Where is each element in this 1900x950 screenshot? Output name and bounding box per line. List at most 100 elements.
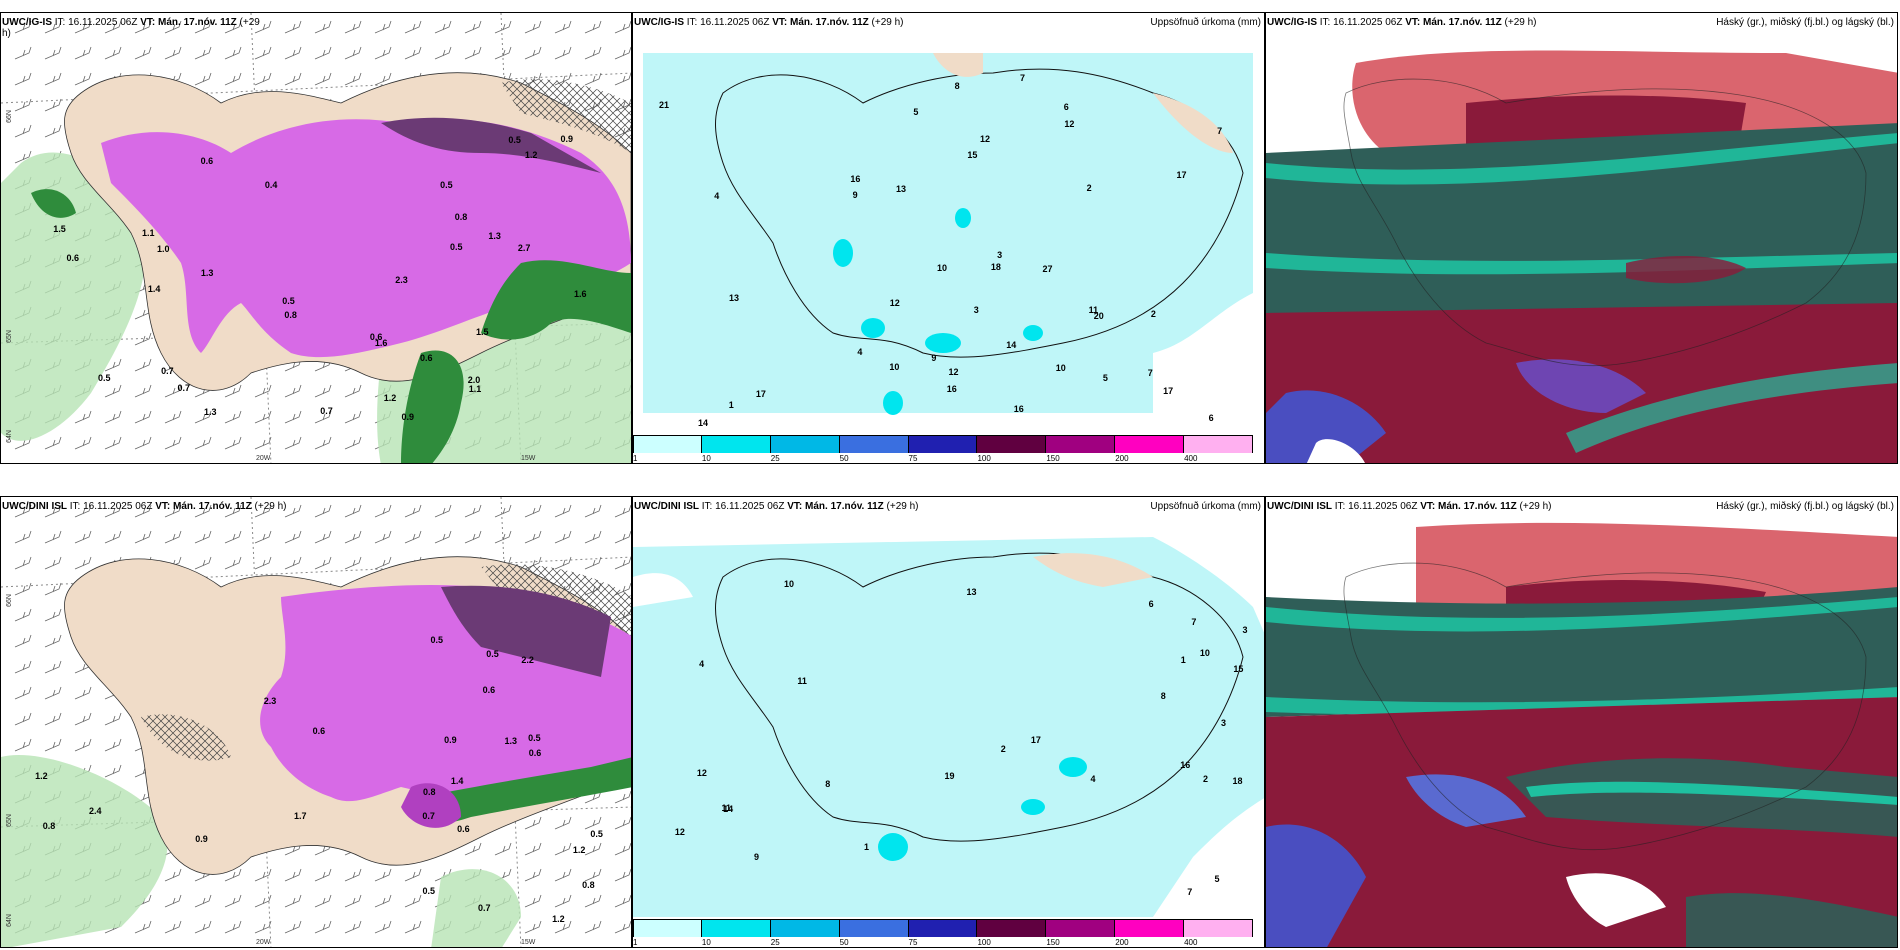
wind-barb bbox=[104, 20, 122, 34]
wind-barb bbox=[44, 124, 62, 138]
colorbar-tick-label: 1 bbox=[633, 454, 638, 463]
value-label: 1.4 bbox=[450, 776, 464, 787]
wind-barb bbox=[434, 504, 452, 518]
wind-barb bbox=[254, 894, 272, 908]
value-label: 0.6 bbox=[420, 352, 433, 363]
value-label: 1 bbox=[728, 399, 734, 410]
value-label: 21 bbox=[659, 100, 670, 111]
wind-barb bbox=[524, 842, 542, 856]
wind-barb bbox=[374, 20, 392, 34]
wind-barb bbox=[284, 46, 302, 60]
wind-barb bbox=[14, 150, 32, 164]
wind-barb bbox=[434, 530, 452, 544]
colorbar-tick-label: 1 bbox=[633, 938, 638, 947]
value-label: 9 bbox=[753, 852, 759, 863]
wind-barb bbox=[584, 842, 602, 856]
value-label: 1.7 bbox=[293, 810, 307, 821]
wind-barb bbox=[494, 504, 512, 518]
wind-barb bbox=[44, 582, 62, 596]
value-label: 7 bbox=[1019, 73, 1025, 84]
row2-mid-title: UWC/DINI ISL IT: 16.11.2025 06Z VT: Mán.… bbox=[634, 501, 919, 512]
wind-barb bbox=[254, 410, 272, 424]
colorbar-tick-label: 400 bbox=[1184, 454, 1198, 463]
wind-barb bbox=[284, 868, 302, 882]
wind-barb bbox=[434, 46, 452, 60]
lon-15w: 15W bbox=[521, 939, 536, 946]
wind-barb bbox=[14, 530, 32, 544]
wind-barb bbox=[254, 72, 272, 86]
colorbar-tick-label: 50 bbox=[839, 938, 849, 947]
value-label: 0.5 bbox=[430, 635, 443, 646]
row2-left-panel: UWC/DINI ISL IT: 16.11.2025 06Z VT: Mán.… bbox=[0, 496, 632, 948]
row1-right-variable-title: Háský (gr.), miðský (fj.bl.) og lágský (… bbox=[1716, 17, 1894, 28]
wind-barb bbox=[104, 504, 122, 518]
value-label: 0.9 bbox=[560, 134, 574, 145]
value-label: 0.4 bbox=[264, 179, 278, 190]
value-label: 1.5 bbox=[475, 326, 489, 337]
wind-barb bbox=[344, 436, 362, 450]
wind-barb bbox=[284, 72, 302, 86]
wind-barb bbox=[14, 46, 32, 60]
value-label: 4 bbox=[1090, 773, 1096, 784]
value-label: 10 bbox=[1055, 363, 1066, 374]
row1-right-panel: UWC/IG-IS IT: 16.11.2025 06Z VT: Mán. 17… bbox=[1265, 12, 1898, 464]
wind-barb bbox=[44, 634, 62, 648]
wind-barb bbox=[314, 920, 332, 934]
wind-barb bbox=[374, 868, 392, 882]
wind-barb bbox=[44, 504, 62, 518]
lon-20w: 20W bbox=[256, 939, 271, 946]
row2-right-variable-title: Háský (gr.), miðský (fj.bl.) og lágský (… bbox=[1716, 501, 1894, 512]
wind-barb bbox=[584, 504, 602, 518]
wind-barb bbox=[164, 920, 182, 934]
row1-left-panel: UWC/IG-IS IT: 16.11.2025 06Z VT: Mán. 17… bbox=[0, 12, 632, 464]
wind-barb bbox=[104, 712, 122, 726]
value-label: 5 bbox=[1102, 373, 1108, 384]
colorbar-tick-label: 10 bbox=[701, 938, 711, 947]
value-label: 19 bbox=[944, 770, 955, 781]
wind-barb bbox=[254, 436, 272, 450]
wind-barb bbox=[44, 20, 62, 34]
wind-barb bbox=[44, 72, 62, 86]
wind-barb bbox=[194, 436, 212, 450]
value-label: 0.6 bbox=[66, 253, 80, 264]
wind-barb bbox=[224, 20, 242, 34]
value-label: 11 bbox=[721, 803, 732, 814]
value-label: 13 bbox=[729, 293, 740, 304]
wind-barb bbox=[74, 712, 92, 726]
value-label: 0.5 bbox=[486, 648, 499, 659]
wind-barb bbox=[404, 920, 422, 934]
wind-barb bbox=[554, 868, 572, 882]
wind-barb bbox=[14, 72, 32, 86]
wind-barb bbox=[374, 894, 392, 908]
lat-64n: 64N bbox=[5, 430, 13, 443]
value-label: 17 bbox=[755, 389, 766, 400]
colorbar-tick-label: 25 bbox=[770, 938, 780, 947]
row1-accum-precip-map bbox=[633, 13, 1264, 463]
value-label: 14 bbox=[698, 418, 709, 429]
wind-barb bbox=[14, 712, 32, 726]
row2-right-panel: UWC/DINI ISL IT: 16.11.2025 06Z VT: Mán.… bbox=[1265, 496, 1898, 948]
wind-barb bbox=[164, 20, 182, 34]
value-label: 16 bbox=[1013, 403, 1024, 414]
colorbar-segment bbox=[1046, 919, 1116, 937]
wind-barb bbox=[194, 556, 212, 570]
value-label: 5 bbox=[1214, 874, 1220, 885]
value-label: 10 bbox=[889, 362, 900, 373]
value-label: 0.6 bbox=[312, 725, 326, 736]
value-label: 1.2 bbox=[572, 844, 586, 855]
wind-barb bbox=[404, 868, 422, 882]
wind-barb bbox=[284, 436, 302, 450]
wind-barb bbox=[194, 20, 212, 34]
value-label: 0.9 bbox=[444, 734, 457, 745]
wind-barb bbox=[404, 46, 422, 60]
row1-precip-wind-map bbox=[1, 13, 631, 463]
lat-66n: 66N bbox=[5, 594, 13, 607]
wind-barb bbox=[254, 868, 272, 882]
wind-barb bbox=[74, 504, 92, 518]
wind-barb bbox=[344, 920, 362, 934]
value-label: 0.5 bbox=[440, 179, 453, 190]
wind-barb bbox=[464, 20, 482, 34]
value-label: 0.7 bbox=[478, 903, 491, 914]
row1-right-title: UWC/IG-IS IT: 16.11.2025 06Z VT: Mán. 17… bbox=[1267, 17, 1537, 28]
value-label: 11 bbox=[1088, 305, 1099, 316]
